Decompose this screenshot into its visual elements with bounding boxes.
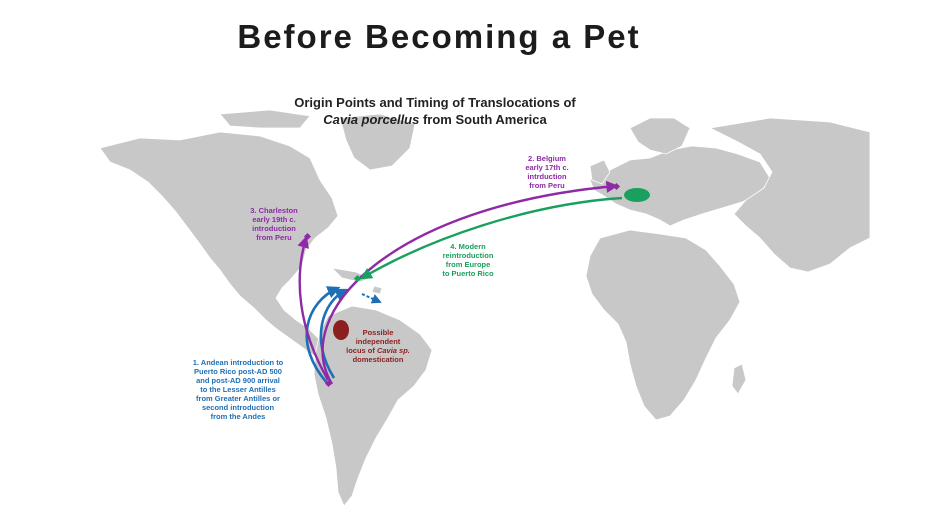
annotation-modern: 4. Modern reintroduction from Europe to … <box>430 242 506 278</box>
annotation-belgium-line: from Peru <box>529 181 565 190</box>
annotation-independent-line: independent <box>355 337 401 346</box>
route-andean-1 <box>305 286 341 385</box>
world-map: Origin Points and Timing of Translocatio… <box>70 88 870 518</box>
route-andean-2 <box>319 288 349 379</box>
europe-source-marker <box>624 188 650 202</box>
annotation-andean-line: 1. Andean introduction to <box>192 358 284 367</box>
annotation-modern-line: to Puerto Rico <box>442 269 494 278</box>
annotation-andean-line: second introduction <box>201 403 275 412</box>
annotation-andean-line: Puerto Rico post-AD 500 <box>194 367 282 376</box>
route-charleston <box>297 235 330 381</box>
annotation-belgium-line: 2. Belgium <box>528 154 566 163</box>
annotation-belgium-line: early 17th c. <box>525 163 569 172</box>
annotation-independent-line: Possible <box>362 328 394 337</box>
map-title-line2: Cavia porcellus from South America <box>280 111 590 128</box>
lesser-antilles <box>371 285 383 295</box>
asia <box>708 117 870 273</box>
south-america <box>313 305 433 507</box>
domestication-locus-marker <box>333 320 349 340</box>
arctic-islands <box>219 109 311 129</box>
madagascar <box>731 363 747 395</box>
annotation-independent-line: domestication <box>352 355 404 364</box>
annotation-independent-species: Cavia sp. <box>376 346 410 355</box>
annotation-independent-line: locus of Cavia sp. <box>336 346 420 355</box>
annotation-independent-prefix: locus of <box>346 346 377 355</box>
annotation-belgium: 2. Belgium early 17th c. intrduction fro… <box>522 154 572 190</box>
annotation-charleston-line: from Peru <box>256 233 292 242</box>
annotation-andean-line: from Greater Antilles or <box>196 394 280 403</box>
annotation-andean-line: and post-AD 900 arrival <box>196 376 280 385</box>
africa <box>585 229 741 421</box>
map-title: Origin Points and Timing of Translocatio… <box>280 94 590 128</box>
landmasses <box>99 109 870 507</box>
slide-title: Before Becoming a Pet <box>237 18 641 55</box>
route-modern <box>359 196 623 280</box>
annotation-charleston-line: early 19th c. <box>252 215 296 224</box>
map-title-line1: Origin Points and Timing of Translocatio… <box>294 95 576 110</box>
puerto-rico-marker <box>353 274 362 283</box>
annotation-andean: 1. Andean introduction to Puerto Rico po… <box>168 358 308 421</box>
greenland <box>339 113 416 171</box>
peru-marker <box>324 379 333 388</box>
annotation-modern-line: from Europe <box>445 260 491 269</box>
belgium-marker <box>612 182 621 191</box>
annotation-andean-line: from the Andes <box>210 412 266 421</box>
map-title-rest: from South America <box>419 112 547 127</box>
annotation-modern-line: 4. Modern <box>450 242 486 251</box>
north-america <box>99 131 339 361</box>
annotation-independent-locus: Possible independent locus of Cavia sp. … <box>336 328 420 364</box>
annotation-charleston: 3. Charleston early 19th c. introduction… <box>240 206 308 242</box>
annotation-modern-line: reintroduction <box>442 251 494 260</box>
route-belgium <box>321 180 619 385</box>
map-canvas <box>99 109 870 507</box>
route-antilles <box>361 293 382 304</box>
scandinavia <box>629 117 691 155</box>
annotation-charleston-line: 3. Charleston <box>250 206 298 215</box>
map-title-species: Cavia porcellus <box>323 112 420 127</box>
annotation-belgium-line: intrduction <box>527 172 567 181</box>
annotation-andean-line: to the Lesser Antilles <box>200 385 276 394</box>
annotation-charleston-line: introduction <box>252 224 296 233</box>
british-isles <box>589 159 611 185</box>
charleston-marker <box>303 232 312 241</box>
